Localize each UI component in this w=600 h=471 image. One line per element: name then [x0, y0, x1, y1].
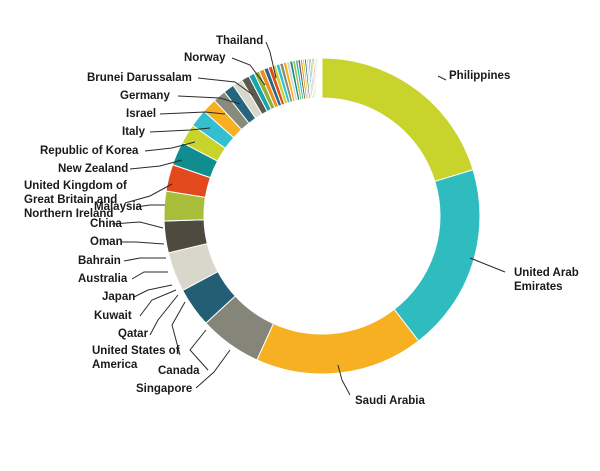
leader-line-philippines — [437, 75, 447, 81]
leader-line-japan — [133, 284, 173, 298]
label-norway: Norway — [184, 52, 226, 64]
leader-line-kuwait — [139, 289, 177, 317]
leader-line-canada — [189, 329, 209, 371]
leader-line-malaysia — [135, 204, 165, 208]
label-uk-line3: Northern Ireland — [24, 208, 113, 220]
leader-line-italy — [149, 127, 211, 133]
label-singapore: Singapore — [136, 383, 192, 395]
leader-line-uk — [124, 183, 173, 204]
leader-line-germany — [177, 95, 241, 105]
label-qatar: Qatar — [118, 328, 149, 340]
label-usa-line2: America — [92, 359, 138, 371]
label-bahrain: Bahrain — [78, 255, 121, 267]
label-germany: Germany — [120, 90, 170, 102]
slice-labels: Philippines United Arab Emirates Saudi A… — [24, 35, 579, 407]
leader-line-bahrain — [123, 257, 166, 262]
label-brunei-darussalam: Brunei Darussalam — [87, 72, 192, 84]
leader-line-new-zealand — [129, 159, 183, 170]
leader-line-oman — [122, 241, 165, 245]
leader-line-thailand — [265, 41, 277, 79]
slice-saudi-arabia — [256, 308, 420, 375]
slice-minor-51 — [320, 57, 323, 99]
leader-line-korea — [144, 141, 196, 152]
label-japan: Japan — [102, 291, 135, 303]
label-usa-line1: United States of — [92, 345, 180, 357]
leader-line-usa — [171, 301, 186, 356]
label-new-zealand: New Zealand — [58, 163, 128, 175]
label-italy: Italy — [122, 126, 146, 138]
label-israel: Israel — [126, 108, 156, 120]
label-uk-line2: Great Britain and — [24, 194, 117, 206]
label-canada: Canada — [158, 365, 200, 377]
label-uae-line1: United Arab — [514, 267, 579, 279]
label-thailand: Thailand — [216, 35, 263, 47]
leader-line-brunei — [197, 77, 254, 96]
label-uae-line2: Emirates — [514, 281, 563, 293]
leader-line-israel — [159, 111, 226, 115]
leader-lines — [111, 41, 506, 396]
leader-line-singapore — [195, 349, 231, 389]
label-kuwait: Kuwait — [94, 310, 132, 322]
label-oman: Oman — [90, 236, 123, 248]
leader-line-australia — [131, 271, 168, 280]
label-republic-of-korea: Republic of Korea — [40, 145, 139, 157]
label-malaysia: Malaysia — [94, 201, 143, 213]
label-china: China — [90, 218, 123, 230]
slice-united-arab-emirates — [393, 169, 481, 342]
leader-line-norway — [231, 57, 266, 86]
leader-line-uae — [469, 257, 506, 273]
leader-line-saudi — [337, 364, 351, 396]
donut-slices — [163, 57, 481, 375]
label-saudi-arabia: Saudi Arabia — [355, 395, 425, 407]
label-philippines: Philippines — [449, 70, 510, 82]
label-australia: Australia — [78, 273, 128, 285]
label-uk-line1: United Kingdom of — [24, 180, 127, 192]
leader-line-qatar — [149, 294, 179, 336]
leader-line-china — [111, 221, 164, 229]
